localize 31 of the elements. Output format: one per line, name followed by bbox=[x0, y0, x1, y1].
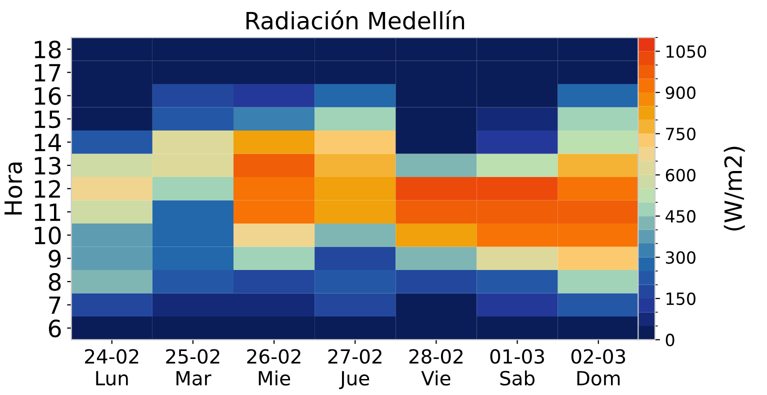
y-tick-label: 18 bbox=[34, 40, 61, 58]
x-tick-label: 25-02 Mar bbox=[166, 349, 220, 386]
color-bar-label: 300 bbox=[666, 251, 696, 264]
chart-title: Radiación Medellín bbox=[246, 10, 464, 30]
color-bar-label: 150 bbox=[666, 292, 696, 306]
color-bar-label: 900 bbox=[666, 86, 696, 100]
y-tick-label: 8 bbox=[48, 273, 61, 291]
x-tick-label: 01-03 Sab bbox=[490, 349, 544, 386]
y-tick-label: 16 bbox=[34, 87, 61, 105]
x-tick-label: 24-02 Lun bbox=[85, 349, 138, 386]
x-tick-label: 26-02 Mie bbox=[247, 349, 300, 386]
y-tick-label: 11 bbox=[34, 204, 60, 221]
y-tick-label: 9 bbox=[48, 250, 61, 268]
color-bar-title: (W/m2) bbox=[724, 146, 745, 230]
color-bar-label: 0 bbox=[666, 334, 674, 346]
x-tick-label: 27-02 Jue bbox=[328, 349, 382, 390]
x-tick-label: 28-02 Vie bbox=[409, 349, 463, 386]
y-tick-label: 12 bbox=[34, 180, 60, 198]
y-axis-title: Hora bbox=[4, 162, 22, 214]
y-tick-label: 7 bbox=[49, 296, 60, 314]
y-tick-label: 17 bbox=[34, 64, 60, 82]
color-bar-label: 1050 bbox=[666, 45, 706, 58]
x-tick-label: 02-03 Dom bbox=[571, 349, 626, 386]
color-bar-label: 750 bbox=[666, 128, 696, 140]
y-tick-label: 13 bbox=[34, 156, 60, 175]
y-tick-label: 15 bbox=[34, 110, 60, 128]
y-tick-label: 6 bbox=[48, 320, 61, 338]
y-tick-label: 14 bbox=[34, 134, 61, 152]
color-bar-label: 600 bbox=[666, 168, 696, 182]
y-tick-label: 10 bbox=[34, 226, 61, 244]
color-bar-label: 450 bbox=[666, 210, 696, 223]
